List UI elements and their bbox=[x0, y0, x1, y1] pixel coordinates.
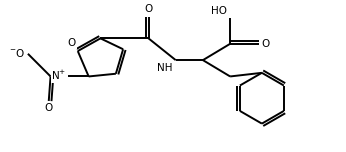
Text: O: O bbox=[262, 39, 270, 49]
Text: HO: HO bbox=[211, 6, 227, 16]
Text: O: O bbox=[144, 4, 153, 14]
Text: N$\mathregular{^{+}}$: N$\mathregular{^{+}}$ bbox=[52, 69, 67, 82]
Text: $\mathregular{^{-}}$O: $\mathregular{^{-}}$O bbox=[9, 47, 25, 59]
Text: O: O bbox=[68, 38, 76, 48]
Text: O: O bbox=[45, 103, 53, 113]
Text: NH: NH bbox=[157, 63, 173, 73]
